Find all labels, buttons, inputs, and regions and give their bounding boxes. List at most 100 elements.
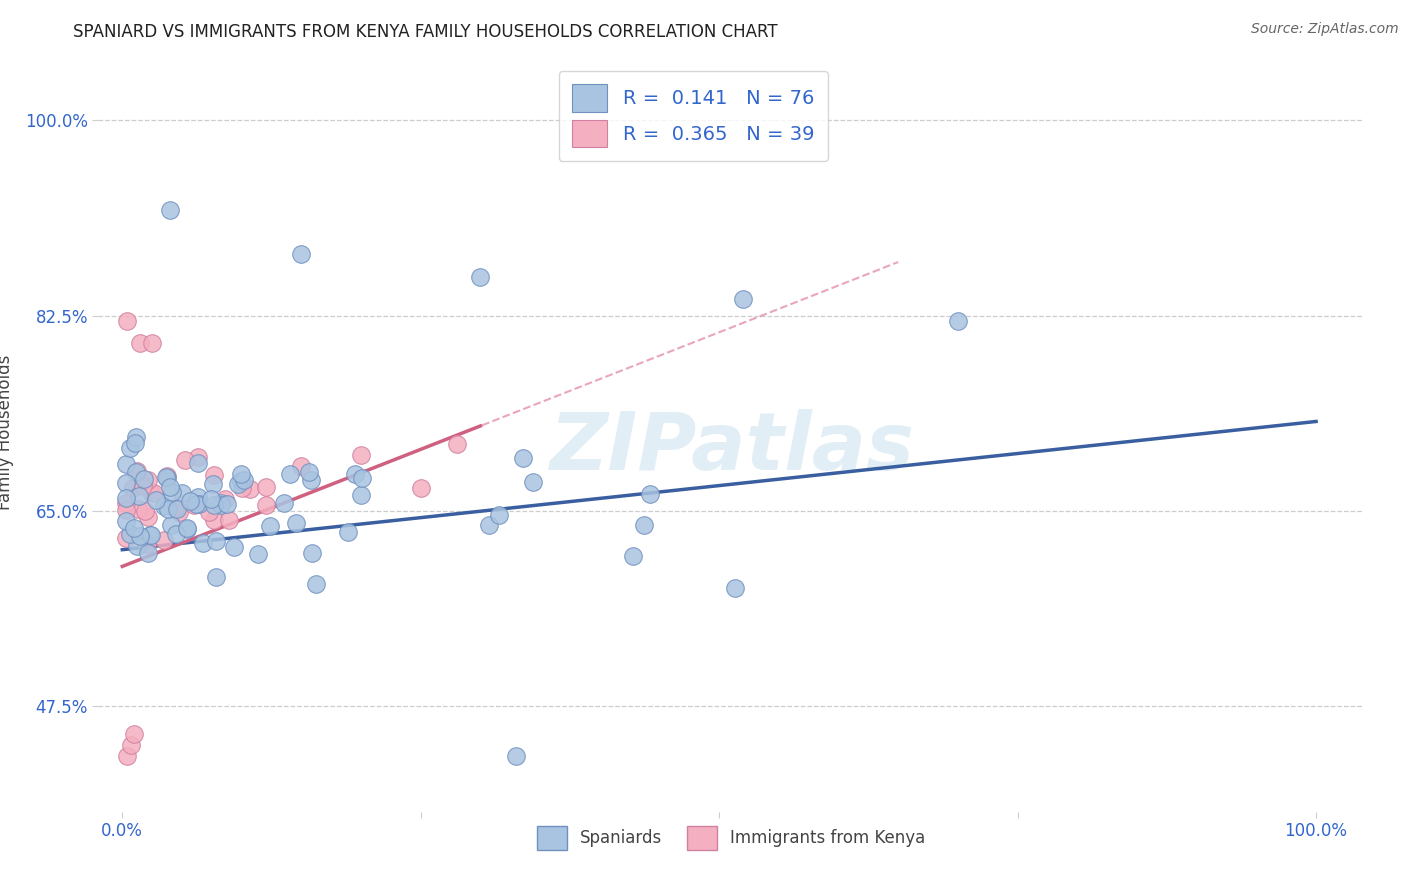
Point: [193, 536, 215, 550]
Point: [115, 514, 138, 528]
Point: [125, 464, 148, 478]
Point: [633, 518, 655, 533]
Point: [278, 467, 301, 481]
Legend: Spaniards, Immigrants from Kenya: Spaniards, Immigrants from Kenya: [530, 820, 932, 856]
Point: [179, 494, 201, 508]
Point: [200, 492, 222, 507]
Point: [159, 202, 181, 217]
Point: [160, 484, 183, 499]
Point: [125, 430, 148, 444]
Text: SPANIARD VS IMMIGRANTS FROM KENYA FAMILY HOUSEHOLDS CORRELATION CHART: SPANIARD VS IMMIGRANTS FROM KENYA FAMILY…: [73, 23, 778, 41]
Point: [446, 437, 468, 451]
Point: [176, 522, 198, 536]
Point: [299, 473, 322, 487]
Point: [214, 491, 236, 506]
Point: [522, 475, 544, 490]
Point: [172, 486, 194, 500]
Point: [129, 336, 152, 351]
Point: [115, 496, 138, 510]
Point: [115, 502, 138, 516]
Point: [350, 448, 373, 462]
Point: [488, 508, 510, 522]
Point: [290, 459, 312, 474]
Point: [115, 457, 138, 471]
Point: [184, 496, 207, 510]
Point: [115, 749, 138, 764]
Point: [122, 481, 145, 495]
Point: [336, 524, 359, 539]
Point: [231, 475, 253, 489]
Point: [120, 526, 142, 541]
Point: [183, 499, 205, 513]
Point: [239, 482, 262, 496]
Point: [127, 502, 149, 516]
Point: [290, 247, 312, 261]
Point: [122, 521, 145, 535]
Point: [136, 473, 159, 487]
Point: [124, 435, 146, 450]
Point: [187, 450, 209, 464]
Point: [132, 471, 155, 485]
Point: [621, 549, 644, 564]
Point: [165, 501, 187, 516]
Point: [141, 484, 163, 499]
Point: [409, 482, 432, 496]
Point: [731, 292, 754, 306]
Text: ZIPatlas: ZIPatlas: [548, 409, 914, 487]
Point: [115, 314, 138, 328]
Point: [138, 528, 160, 542]
Point: [139, 528, 162, 542]
Point: [301, 546, 323, 560]
Point: [946, 314, 969, 328]
Point: [118, 441, 141, 455]
Point: [152, 499, 174, 513]
Point: [122, 727, 145, 741]
Point: [231, 482, 253, 496]
Point: [135, 537, 157, 551]
Point: [478, 518, 501, 533]
Point: [159, 517, 181, 532]
Point: [187, 491, 209, 505]
Point: [115, 475, 138, 490]
Point: [115, 531, 138, 545]
Point: [136, 510, 159, 524]
Point: [638, 487, 661, 501]
Point: [304, 577, 326, 591]
Point: [204, 534, 226, 549]
Point: [226, 476, 249, 491]
Point: [201, 477, 224, 491]
Point: [284, 516, 307, 530]
Point: [128, 489, 150, 503]
Point: [145, 493, 167, 508]
Point: [344, 467, 367, 481]
Point: [254, 499, 277, 513]
Point: [142, 486, 165, 500]
Point: [155, 468, 177, 483]
Point: [141, 336, 163, 351]
Point: [167, 505, 190, 519]
Point: [125, 539, 148, 553]
Point: [224, 540, 246, 554]
Point: [724, 581, 747, 595]
Point: [204, 499, 226, 513]
Point: [218, 513, 240, 527]
Point: [246, 547, 269, 561]
Point: [273, 496, 295, 510]
Point: [152, 533, 174, 548]
Point: [233, 473, 256, 487]
Point: [129, 529, 152, 543]
Point: [259, 518, 281, 533]
Point: [125, 465, 148, 479]
Point: [297, 465, 319, 479]
Point: [505, 749, 527, 764]
Point: [187, 497, 209, 511]
Point: [205, 570, 228, 584]
Point: [174, 453, 197, 467]
Point: [136, 546, 159, 560]
Point: [159, 480, 181, 494]
Point: [134, 504, 156, 518]
Point: [198, 505, 221, 519]
Point: [187, 456, 209, 470]
Point: [209, 496, 232, 510]
Point: [166, 501, 188, 516]
